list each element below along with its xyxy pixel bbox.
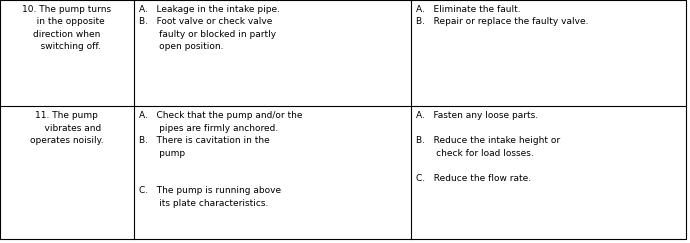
Text: A.   Fasten any loose parts.

B.   Reduce the intake height or
       check for : A. Fasten any loose parts. B. Reduce the… — [416, 111, 560, 182]
Text: 10. The pump turns
   in the opposite
direction when
   switching off.: 10. The pump turns in the opposite direc… — [22, 5, 111, 52]
Text: A.   Leakage in the intake pipe.
B.   Foot valve or check valve
       faulty or: A. Leakage in the intake pipe. B. Foot v… — [139, 5, 279, 52]
Text: A.   Eliminate the fault.
B.   Repair or replace the faulty valve.: A. Eliminate the fault. B. Repair or rep… — [416, 5, 589, 26]
Text: 11. The pump
    vibrates and
operates noisily.: 11. The pump vibrates and operates noisi… — [30, 111, 104, 145]
Text: A.   Check that the pump and/or the
       pipes are firmly anchored.
B.   There: A. Check that the pump and/or the pipes … — [139, 111, 302, 208]
